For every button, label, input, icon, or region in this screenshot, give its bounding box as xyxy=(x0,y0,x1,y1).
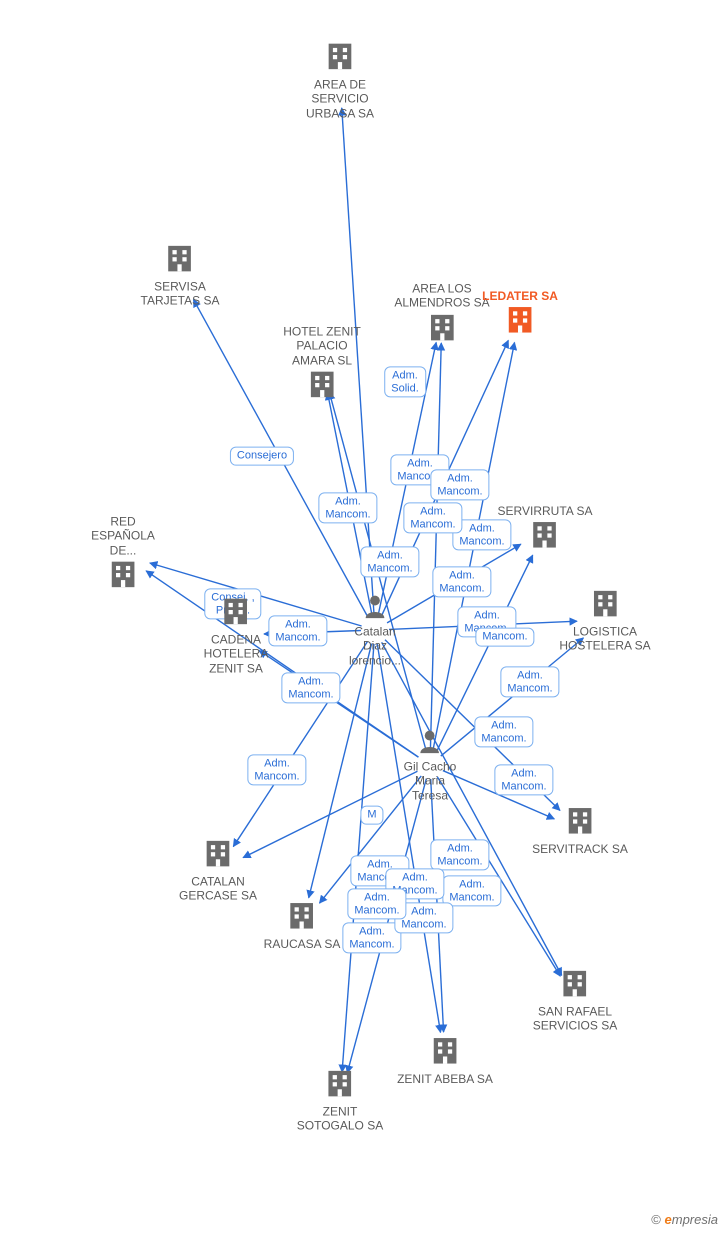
edge-label: Adm. Mancom. xyxy=(247,754,306,785)
building-icon xyxy=(264,899,341,933)
company-node-area-servicio-urbasa[interactable]: AREA DE SERVICIO URBASA SA xyxy=(306,39,374,120)
node-label: LOGISTICA HOSTELERA SA xyxy=(559,625,650,654)
edge-label: Consejero xyxy=(230,447,294,466)
edge-line xyxy=(430,343,441,751)
edge-label: Adm. Mancom. xyxy=(494,764,553,795)
building-icon xyxy=(297,1067,383,1101)
building-icon xyxy=(204,594,269,628)
company-node-catalan-gercase[interactable]: CATALAN GERCASE SA xyxy=(179,837,257,904)
edge-label: Adm. Mancom. xyxy=(442,875,501,906)
company-node-san-rafael[interactable]: SAN RAFAEL SERVICIOS SA xyxy=(533,967,617,1034)
company-node-zenit-sotogalo[interactable]: ZENIT SOTOGALO SA xyxy=(297,1067,383,1134)
node-label: HOTEL ZENIT PALACIO AMARA SL xyxy=(283,324,361,367)
building-icon xyxy=(559,587,650,621)
edge-label: Adm. Mancom. xyxy=(500,666,559,697)
building-icon xyxy=(532,804,628,838)
edge-label: Adm. Mancom. xyxy=(403,502,462,533)
building-icon xyxy=(397,1034,493,1068)
edge-label: Adm. Mancom. xyxy=(342,922,401,953)
company-node-servisa-tarjetas[interactable]: SERVISA TARJETAS SA xyxy=(141,242,220,309)
edge-label: Adm. Mancom. xyxy=(268,615,327,646)
edge-label: Adm. Mancom. xyxy=(474,716,533,747)
node-label: ZENIT ABEBA SA xyxy=(397,1072,493,1086)
edge-label: Adm. Mancom. xyxy=(281,672,340,703)
node-label: SERVIRRUTA SA xyxy=(498,504,593,518)
company-node-logistica-hostelera[interactable]: LOGISTICA HOSTELERA SA xyxy=(559,587,650,654)
node-label: RAUCASA SA xyxy=(264,937,341,951)
node-label: RED ESPAÑOLA DE... xyxy=(91,514,155,557)
building-icon xyxy=(394,310,489,344)
edge-label: M xyxy=(360,806,383,825)
edge-label: Adm. Solid. xyxy=(384,366,426,397)
footer-copyright: © empresia xyxy=(651,1212,718,1227)
node-label: ZENIT SOTOGALO SA xyxy=(297,1105,383,1134)
building-icon xyxy=(482,303,558,337)
building-icon xyxy=(179,837,257,871)
building-icon xyxy=(141,242,220,276)
company-node-red-espanola[interactable]: RED ESPAÑOLA DE... xyxy=(91,514,155,595)
building-icon xyxy=(306,39,374,73)
person-node-catalan-diaz[interactable]: Catalan Diaz lorencio... xyxy=(349,592,401,667)
building-icon xyxy=(498,518,593,552)
building-icon xyxy=(91,558,155,592)
node-label: AREA DE SERVICIO URBASA SA xyxy=(306,77,374,120)
network-diagram: Adm. Solid.ConsejeroAdm. Mancom.Adm. Man… xyxy=(0,0,728,1235)
node-label: SERVISA TARJETAS SA xyxy=(141,280,220,309)
edge-label: Adm. Mancom. xyxy=(360,546,419,577)
company-node-servitrack[interactable]: SERVITRACK SA xyxy=(532,804,628,856)
company-node-zenit-abeba[interactable]: ZENIT ABEBA SA xyxy=(397,1034,493,1086)
node-label: SAN RAFAEL SERVICIOS SA xyxy=(533,1005,617,1034)
edge-label: Mancom. xyxy=(475,628,534,647)
building-icon xyxy=(533,967,617,1001)
edge-label: Adm. Mancom. xyxy=(430,469,489,500)
person-node-gil-cacho[interactable]: Gil Cacho Maria Teresa xyxy=(404,727,457,802)
building-icon xyxy=(283,368,361,402)
node-label: Catalan Diaz lorencio... xyxy=(349,624,401,667)
company-node-raucasa[interactable]: RAUCASA SA xyxy=(264,899,341,951)
node-label: LEDATER SA xyxy=(482,289,558,303)
node-label: AREA LOS ALMENDROS SA xyxy=(394,282,489,311)
company-node-cadena-hotelera[interactable]: CADENA HOTELERA ZENIT SA xyxy=(204,594,269,675)
company-node-hotel-zenit[interactable]: HOTEL ZENIT PALACIO AMARA SL xyxy=(283,324,361,405)
copyright-symbol: © xyxy=(651,1212,661,1227)
brand-first-letter: e xyxy=(665,1212,672,1227)
edge-label: Adm. Mancom. xyxy=(432,566,491,597)
node-label: CADENA HOTELERA ZENIT SA xyxy=(204,632,269,675)
edge-line xyxy=(377,644,440,1033)
node-label: Gil Cacho Maria Teresa xyxy=(404,759,457,802)
company-node-ledater[interactable]: LEDATER SA xyxy=(482,289,558,341)
company-node-area-los-almendros[interactable]: AREA LOS ALMENDROS SA xyxy=(394,282,489,349)
node-label: SERVITRACK SA xyxy=(532,842,628,856)
person-icon xyxy=(404,727,457,755)
edge-label: Adm. Mancom. xyxy=(430,839,489,870)
edge-label: Adm. Mancom. xyxy=(318,492,377,523)
brand-rest: mpresia xyxy=(672,1212,718,1227)
edge-label: Adm. Mancom. xyxy=(347,888,406,919)
company-node-servirruta[interactable]: SERVIRRUTA SA xyxy=(498,504,593,556)
person-icon xyxy=(349,592,401,620)
node-label: CATALAN GERCASE SA xyxy=(179,875,257,904)
